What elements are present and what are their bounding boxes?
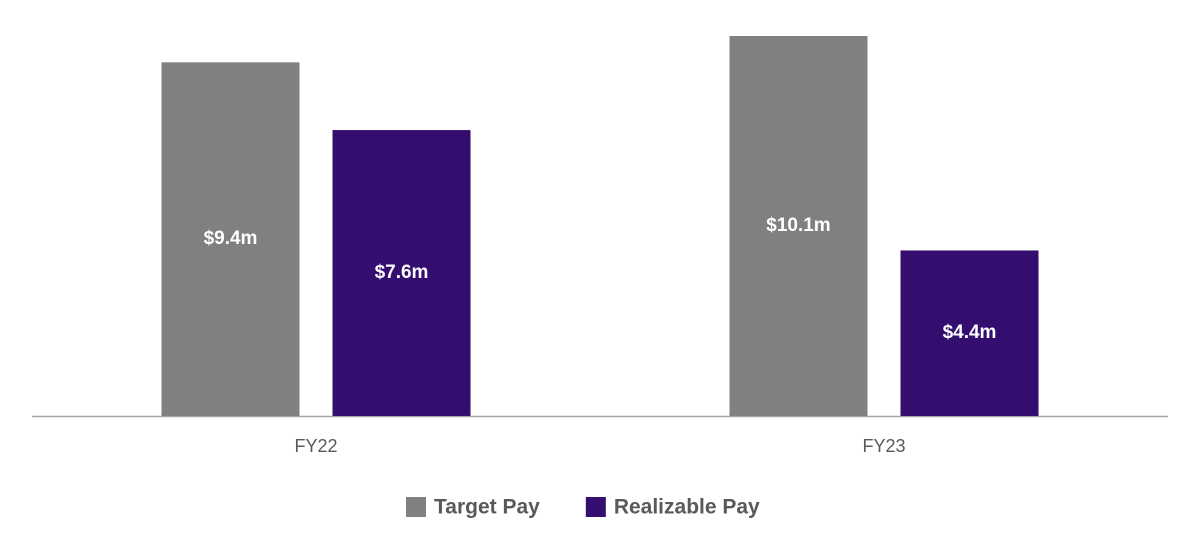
bar: [332, 130, 471, 417]
data-label: $9.4m: [204, 228, 258, 249]
x-tick-label: FY22: [294, 436, 337, 456]
legend-label: Realizable Pay: [614, 496, 760, 519]
data-label: $4.4m: [943, 322, 997, 343]
data-label: $10.1m: [766, 215, 830, 236]
legend-label: Target Pay: [434, 496, 540, 519]
legend-swatch: [585, 497, 606, 517]
data-label: $7.6m: [375, 262, 429, 283]
bar: [161, 62, 300, 416]
bar: [900, 250, 1039, 416]
bar: [729, 36, 868, 416]
x-tick-label: FY23: [862, 436, 905, 456]
legend-swatch: [406, 497, 426, 517]
